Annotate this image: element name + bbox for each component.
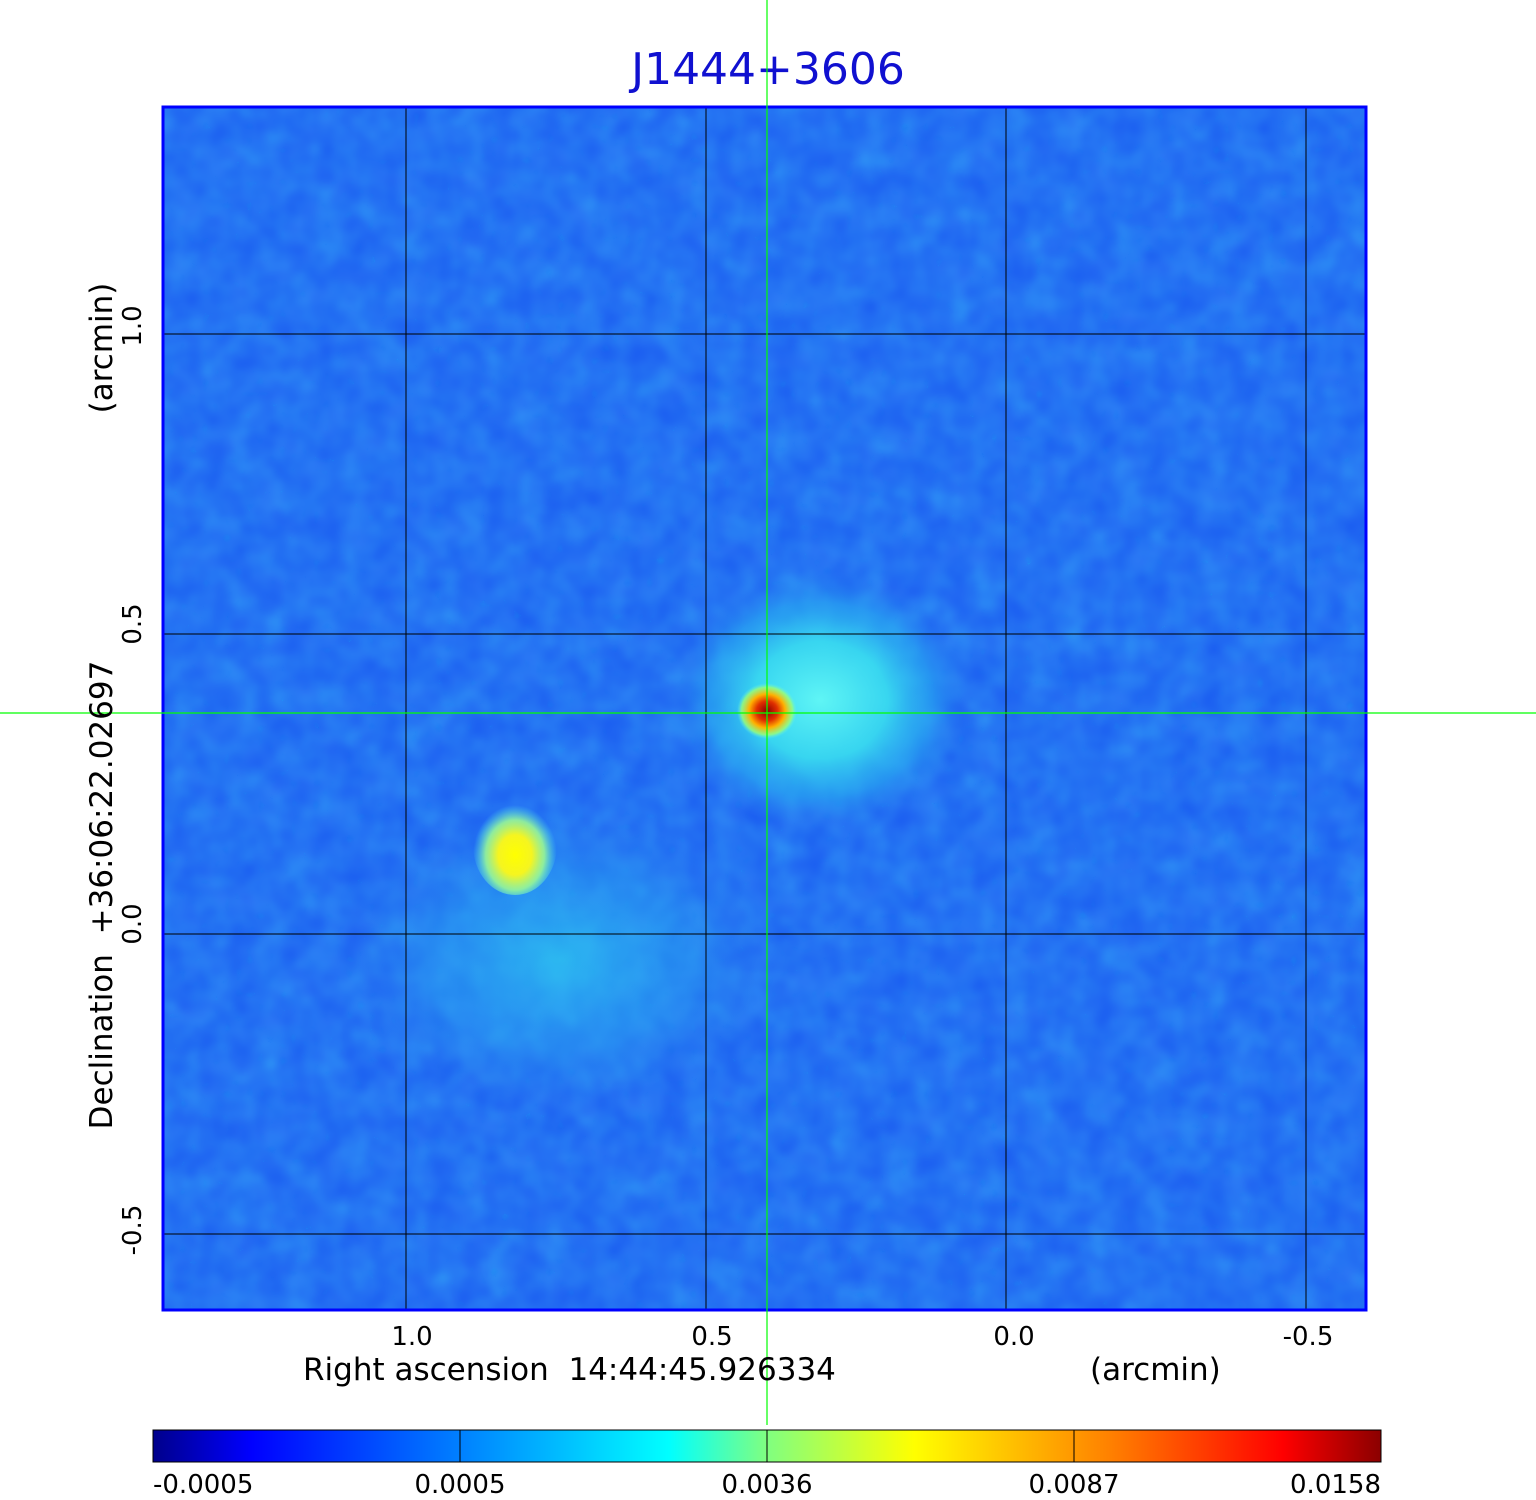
y-tick-label: 1.0 [118,305,148,347]
diffuse-emission-secondary [340,810,780,1110]
crosshair[interactable] [0,0,1536,1425]
y-axis-label: Declination +36:06:22.02697 [84,660,120,1130]
x-axis-unit: (arcmin) [1090,1352,1221,1388]
x-axis-label: Right ascension 14:44:45.926334 [303,1352,836,1388]
y-tick-label: -0.5 [118,1204,148,1256]
coordinate-grid [163,107,1366,1310]
y-tick-label: 0.5 [118,603,148,645]
y-tick-label: 0.0 [118,903,148,945]
x-tick-label: 0.5 [691,1322,733,1352]
diffuse-emission-main [670,570,970,830]
x-tick-label: -0.5 [1282,1322,1334,1352]
colorbar-label: 0.0036 [721,1470,813,1500]
secondary-source-core [473,795,557,895]
image-title: J1444+3606 [631,44,905,95]
colorbar-label: 0.0005 [414,1470,506,1500]
colorbar-label: 0.0087 [1028,1470,1120,1500]
x-tick-label: 1.0 [391,1322,433,1352]
colorbar-ticks [459,1430,1075,1462]
colorbar-label: 0.0158 [1290,1470,1381,1500]
intensity-map [163,107,1366,1310]
y-axis-unit: (arcmin) [84,282,120,414]
colorbar-label: -0.0005 [153,1470,254,1500]
x-tick-label: 0.0 [993,1322,1035,1352]
map-frame [161,105,1368,1312]
